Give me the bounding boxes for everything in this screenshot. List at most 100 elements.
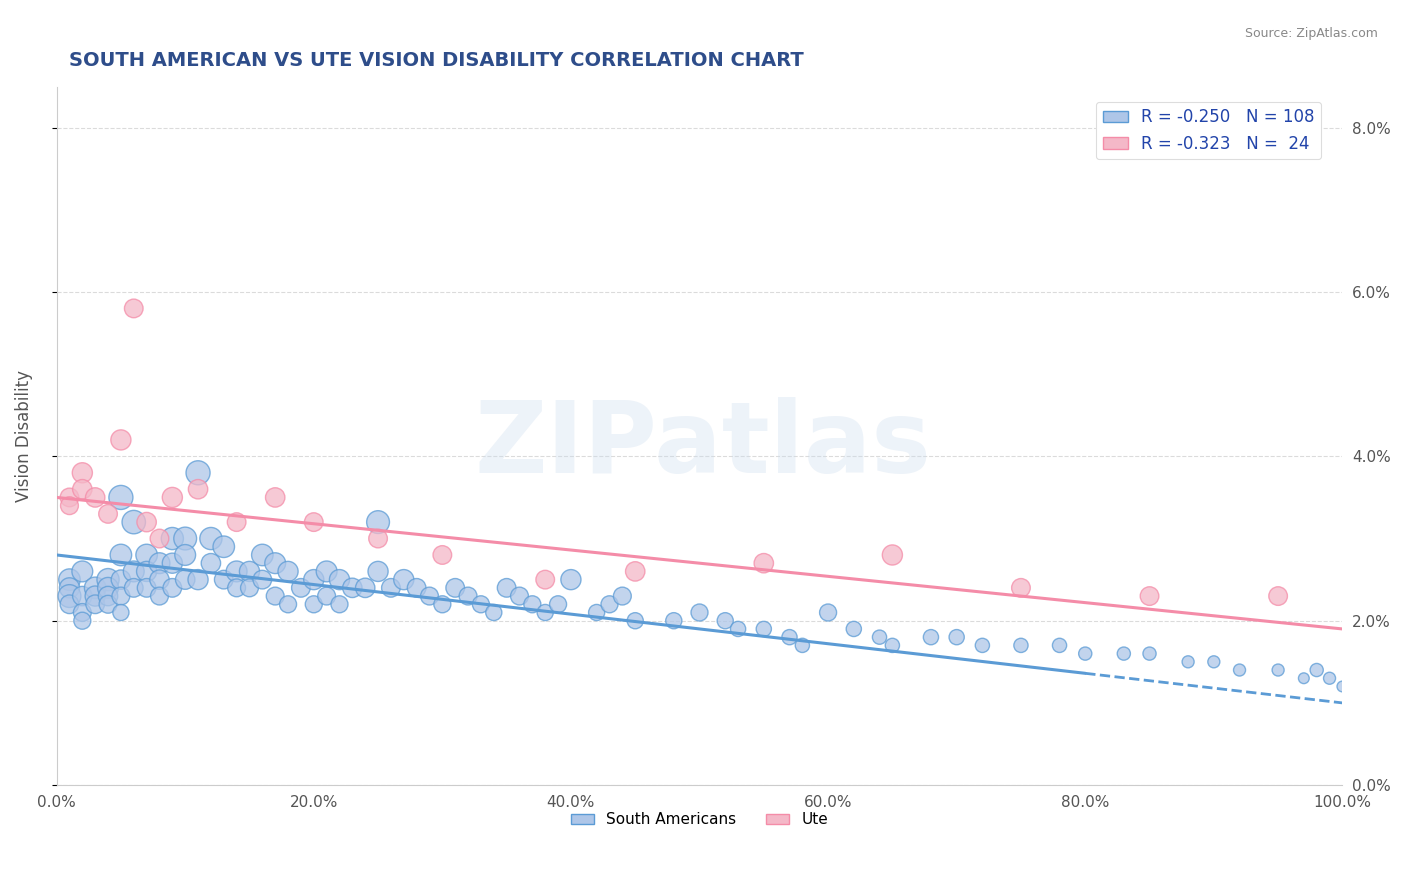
Point — [380, 581, 402, 595]
Point — [1139, 589, 1161, 603]
Point — [97, 589, 120, 603]
Point — [1305, 663, 1327, 677]
Point — [110, 491, 132, 505]
Point — [1010, 639, 1032, 653]
Point — [252, 573, 274, 587]
Point — [1139, 647, 1161, 661]
Point — [1049, 639, 1071, 653]
Point — [882, 548, 904, 562]
Point — [72, 589, 94, 603]
Point — [1331, 680, 1354, 694]
Point — [612, 589, 634, 603]
Point — [135, 548, 157, 562]
Point — [212, 540, 235, 554]
Point — [624, 565, 647, 579]
Point — [58, 491, 80, 505]
Point — [187, 482, 209, 496]
Point — [482, 606, 505, 620]
Point — [1112, 647, 1135, 661]
Point — [585, 606, 607, 620]
Point — [110, 573, 132, 587]
Point — [58, 499, 80, 513]
Point — [200, 532, 222, 546]
Point — [817, 606, 839, 620]
Point — [110, 548, 132, 562]
Point — [882, 639, 904, 653]
Point — [367, 515, 389, 529]
Point — [225, 565, 247, 579]
Point — [405, 581, 427, 595]
Point — [367, 532, 389, 546]
Point — [225, 581, 247, 595]
Point — [174, 548, 197, 562]
Point — [110, 589, 132, 603]
Point — [1319, 671, 1341, 685]
Point — [135, 565, 157, 579]
Legend: South Americans, Ute: South Americans, Ute — [565, 806, 835, 833]
Point — [457, 589, 479, 603]
Point — [110, 433, 132, 447]
Point — [264, 556, 287, 570]
Point — [72, 614, 94, 628]
Point — [277, 597, 299, 611]
Point — [110, 606, 132, 620]
Point — [328, 597, 350, 611]
Point — [1267, 589, 1289, 603]
Point — [972, 639, 994, 653]
Point — [148, 532, 170, 546]
Point — [315, 565, 337, 579]
Point — [547, 597, 569, 611]
Point — [252, 548, 274, 562]
Point — [162, 581, 184, 595]
Point — [122, 565, 145, 579]
Point — [122, 581, 145, 595]
Point — [84, 589, 107, 603]
Point — [238, 565, 260, 579]
Point — [432, 597, 454, 611]
Point — [470, 597, 492, 611]
Point — [367, 565, 389, 579]
Point — [302, 597, 325, 611]
Point — [1267, 663, 1289, 677]
Point — [714, 614, 737, 628]
Point — [97, 573, 120, 587]
Point — [354, 581, 377, 595]
Point — [225, 515, 247, 529]
Point — [135, 515, 157, 529]
Point — [122, 301, 145, 316]
Point — [84, 581, 107, 595]
Point — [97, 581, 120, 595]
Point — [200, 556, 222, 570]
Point — [84, 491, 107, 505]
Point — [495, 581, 517, 595]
Point — [662, 614, 685, 628]
Point — [264, 491, 287, 505]
Point — [869, 630, 891, 644]
Point — [534, 573, 557, 587]
Point — [752, 556, 775, 570]
Point — [148, 556, 170, 570]
Point — [187, 573, 209, 587]
Point — [148, 589, 170, 603]
Point — [1010, 581, 1032, 595]
Point — [727, 622, 749, 636]
Point — [72, 482, 94, 496]
Point — [148, 573, 170, 587]
Point — [418, 589, 440, 603]
Point — [72, 466, 94, 480]
Point — [302, 515, 325, 529]
Point — [599, 597, 621, 611]
Point — [135, 581, 157, 595]
Point — [302, 573, 325, 587]
Text: Source: ZipAtlas.com: Source: ZipAtlas.com — [1244, 27, 1378, 40]
Point — [58, 589, 80, 603]
Point — [315, 589, 337, 603]
Point — [508, 589, 530, 603]
Point — [945, 630, 967, 644]
Point — [162, 556, 184, 570]
Point — [290, 581, 312, 595]
Point — [162, 491, 184, 505]
Point — [238, 581, 260, 595]
Point — [920, 630, 942, 644]
Point — [72, 606, 94, 620]
